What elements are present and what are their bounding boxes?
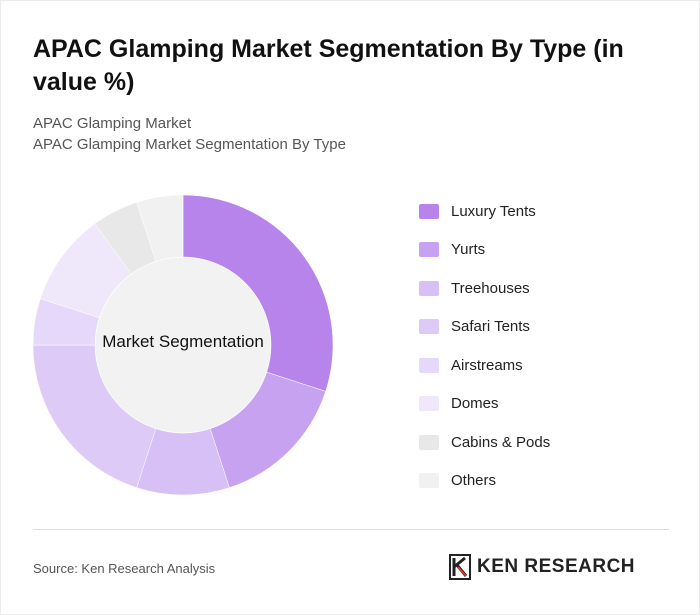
ken-research-logo-icon: [449, 554, 471, 580]
legend-label: Treehouses: [451, 279, 530, 297]
donut-chart: [32, 194, 334, 496]
legend-label: Airstreams: [451, 356, 523, 374]
chart-subtitle-segmentation: APAC Glamping Market Segmentation By Typ…: [33, 136, 346, 153]
legend-label: Cabins & Pods: [451, 433, 551, 451]
legend-label: Others: [451, 472, 497, 489]
legend-item-treehouses[interactable]: Treehouses: [419, 277, 530, 299]
legend-swatch: [419, 396, 439, 411]
legend-label: Yurts: [451, 241, 486, 258]
legend-item-safari-tents[interactable]: Safari Tents: [419, 316, 530, 338]
legend-item-others[interactable]: Others: [419, 470, 496, 492]
donut-center-label: Market Segmentation: [102, 332, 264, 351]
legend-label: Domes: [451, 395, 499, 412]
donut-center: [95, 257, 271, 433]
chart-subtitle-market: APAC Glamping Market: [33, 115, 192, 132]
legend-swatch: [419, 434, 439, 450]
ken-research-logo: KEN RESEARCH: [449, 554, 635, 580]
legend-swatch: [419, 280, 439, 296]
legend-item-luxury-tents[interactable]: Luxury Tents: [419, 200, 536, 222]
chart-title: APAC Glamping Market Segmentation By Typ…: [33, 35, 624, 96]
donut-slice-luxury-tents[interactable]: [182, 194, 334, 392]
legend-swatch: [419, 319, 439, 334]
ken-research-logo-text: KEN RESEARCH: [477, 556, 636, 577]
legend-swatch: [419, 473, 439, 488]
legend-label: Safari Tents: [451, 318, 530, 335]
legend-swatch: [419, 203, 439, 219]
legend-label: Luxury Tents: [451, 202, 536, 220]
legend-item-yurts[interactable]: Yurts: [419, 239, 485, 261]
legend-item-cabins-pods[interactable]: Cabins & Pods: [419, 431, 550, 453]
legend-item-airstreams[interactable]: Airstreams: [419, 354, 523, 376]
source-note: Source: Ken Research Analysis: [33, 561, 216, 576]
legend-item-domes[interactable]: Domes: [419, 393, 499, 415]
donut-slice-others[interactable]: [136, 194, 184, 262]
legend-swatch: [419, 357, 439, 373]
legend-swatch: [419, 242, 439, 257]
footer-divider: [33, 529, 669, 530]
